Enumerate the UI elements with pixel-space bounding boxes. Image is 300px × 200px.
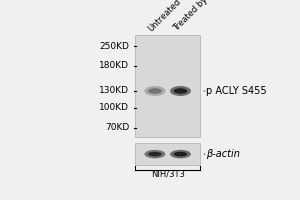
Text: 130KD: 130KD bbox=[99, 86, 129, 95]
Bar bbox=[135, 35, 200, 137]
Ellipse shape bbox=[148, 152, 162, 156]
Text: Untreated: Untreated bbox=[146, 0, 183, 33]
Ellipse shape bbox=[174, 152, 187, 156]
Text: NIH/3T3: NIH/3T3 bbox=[151, 170, 184, 179]
Ellipse shape bbox=[145, 150, 165, 158]
Text: 70KD: 70KD bbox=[105, 123, 129, 132]
Text: p ACLY S455: p ACLY S455 bbox=[206, 86, 267, 96]
Ellipse shape bbox=[170, 86, 191, 96]
Text: 100KD: 100KD bbox=[99, 103, 129, 112]
Text: 180KD: 180KD bbox=[99, 61, 129, 70]
Text: Treated by insulin: Treated by insulin bbox=[172, 0, 231, 33]
Ellipse shape bbox=[170, 150, 191, 158]
Bar bbox=[135, 143, 200, 165]
Ellipse shape bbox=[145, 86, 165, 96]
Text: 250KD: 250KD bbox=[100, 42, 129, 51]
Ellipse shape bbox=[174, 88, 187, 94]
Text: β-actin: β-actin bbox=[206, 149, 240, 159]
Ellipse shape bbox=[148, 88, 162, 94]
